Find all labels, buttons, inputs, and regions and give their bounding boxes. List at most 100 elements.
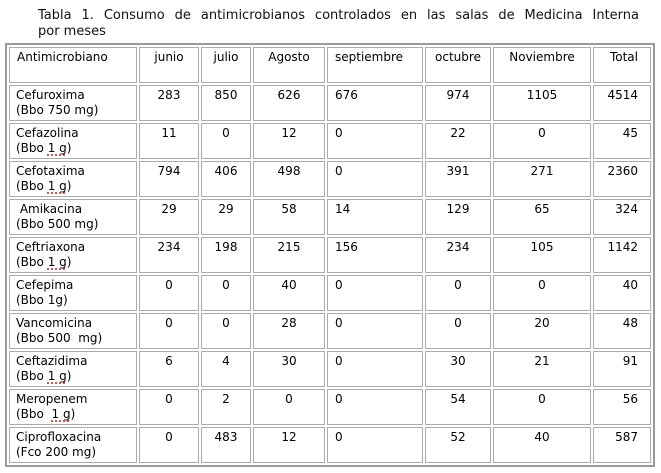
drug-name: Cefuroxima [16,88,85,102]
cell-septiembre: 676 [327,85,423,121]
cell-septiembre: 0 [327,161,423,197]
cell-antimicrobiano: Meropenem (Bbo 1 g) [9,389,137,425]
presentation-text: ) [66,369,72,383]
cell-junio: 11 [139,123,199,159]
presentation-text: (Bbo [16,369,48,383]
cell-septiembre: 0 [327,427,423,463]
presentation-text: ) [66,179,72,193]
cell-octubre: 0 [425,275,491,311]
cell-agosto: 626 [253,85,325,121]
column-header-total: Total [593,47,651,83]
drug-presentation: (Bbo 500 mg) [16,331,132,346]
cell-total: 1142 [593,237,651,273]
cell-agosto: 12 [253,123,325,159]
presentation-text: (Bbo [16,407,52,421]
cell-julio: 483 [201,427,251,463]
column-header-antimicrobiano: Antimicrobiano [9,47,137,83]
cell-agosto: 12 [253,427,325,463]
cell-total: 587 [593,427,651,463]
cell-noviembre: 105 [493,237,591,273]
cell-agosto: 0 [253,389,325,425]
drug-presentation: (Bbo 500 mg) [16,217,132,232]
cell-junio: 234 [139,237,199,273]
cell-julio: 4 [201,351,251,387]
cell-noviembre: 0 [493,389,591,425]
presentation-text: (Bbo 500 mg) [16,331,103,345]
cell-julio: 0 [201,275,251,311]
presentation-text: (Bbo [16,141,48,155]
cell-antimicrobiano: Cefepima (Bbo 1g) [9,275,137,311]
drug-name: Meropenem [16,392,88,406]
cell-septiembre: 0 [327,275,423,311]
misspelled-text: 1 g [51,407,71,421]
cell-agosto: 30 [253,351,325,387]
cell-junio: 0 [139,389,199,425]
cell-total: 4514 [593,85,651,121]
column-header-junio: junio [139,47,199,83]
cell-octubre: 391 [425,161,491,197]
cell-antimicrobiano: Cefotaxima (Bbo 1 g) [9,161,137,197]
column-header-agosto: Agosto [253,47,325,83]
cell-octubre: 234 [425,237,491,273]
cell-octubre: 30 [425,351,491,387]
presentation-text: ) [70,407,76,421]
cell-antimicrobiano: Ciprofloxacina (Fco 200 mg) [9,427,137,463]
drug-name: Vancomicina [16,316,93,330]
table-row: Ceftriaxona (Bbo 1 g) 234 198 215 156 234 105 11… [9,237,651,273]
table-row: Ciprofloxacina (Fco 200 mg) 0 483 12 0 52 40 587 [9,427,651,463]
drug-name: Ceftriaxona [16,240,86,254]
presentation-text: ) [66,255,72,269]
cell-octubre: 52 [425,427,491,463]
misspelled-text: 1 g [47,369,67,383]
cell-noviembre: 20 [493,313,591,349]
drug-name: Amikacina [16,202,83,216]
table-row: Cefuroxima (Bbo 750 mg) 283 850 626 676 974 110… [9,85,651,121]
drug-presentation: (Bbo 1 g) [16,407,132,422]
presentation-text: (Bbo [16,179,48,193]
cell-octubre: 974 [425,85,491,121]
cell-septiembre: 156 [327,237,423,273]
presentation-text: (Bbo 750 mg) [16,103,99,117]
table-row: Cefepima (Bbo 1g) 0 0 40 0 0 0 40 [9,275,651,311]
cell-julio: 29 [201,199,251,235]
presentation-text: (Fco 200 mg) [16,445,97,459]
cell-antimicrobiano: Amikacina (Bbo 500 mg) [9,199,137,235]
cell-junio: 6 [139,351,199,387]
cell-antimicrobiano: Cefuroxima (Bbo 750 mg) [9,85,137,121]
header-row: Antimicrobiano junio julio Agosto septiembre… [9,47,651,83]
misspelled-text: 1 g [47,255,67,269]
cell-antimicrobiano: Vancomicina (Bbo 500 mg) [9,313,137,349]
cell-octubre: 0 [425,313,491,349]
table-row: Meropenem (Bbo 1 g) 0 2 0 0 54 0 56 [9,389,651,425]
table-row: Ceftazidima (Bbo 1 g) 6 4 30 0 30 21 91 [9,351,651,387]
cell-junio: 794 [139,161,199,197]
cell-junio: 283 [139,85,199,121]
cell-antimicrobiano: Ceftriaxona (Bbo 1 g) [9,237,137,273]
cell-noviembre: 1105 [493,85,591,121]
cell-noviembre: 0 [493,123,591,159]
cell-julio: 2 [201,389,251,425]
drug-name: Ciprofloxacina [16,430,102,444]
cell-total: 324 [593,199,651,235]
cell-total: 2360 [593,161,651,197]
column-header-noviembre: Noviembre [493,47,591,83]
drug-presentation: (Bbo 1 g) [16,369,132,384]
table-row: Cefazolina (Bbo 1 g) 11 0 12 0 22 0 45 [9,123,651,159]
drug-name: Cefazolina [16,126,79,140]
presentation-text: ) [66,141,72,155]
cell-julio: 0 [201,123,251,159]
drug-name: Ceftazidima [16,354,88,368]
cell-noviembre: 65 [493,199,591,235]
cell-junio: 0 [139,275,199,311]
cell-noviembre: 0 [493,275,591,311]
table-row: Vancomicina (Bbo 500 mg) 0 0 28 0 0 20 48 [9,313,651,349]
cell-antimicrobiano: Cefazolina (Bbo 1 g) [9,123,137,159]
cell-noviembre: 21 [493,351,591,387]
cell-agosto: 40 [253,275,325,311]
cell-julio: 198 [201,237,251,273]
antimicrobials-consumption-table: Antimicrobiano junio julio Agosto septiembre… [5,43,655,467]
cell-septiembre: 0 [327,351,423,387]
caption-line1: Tabla 1. Consumo de antimicrobianos cont… [38,8,639,23]
cell-agosto: 215 [253,237,325,273]
